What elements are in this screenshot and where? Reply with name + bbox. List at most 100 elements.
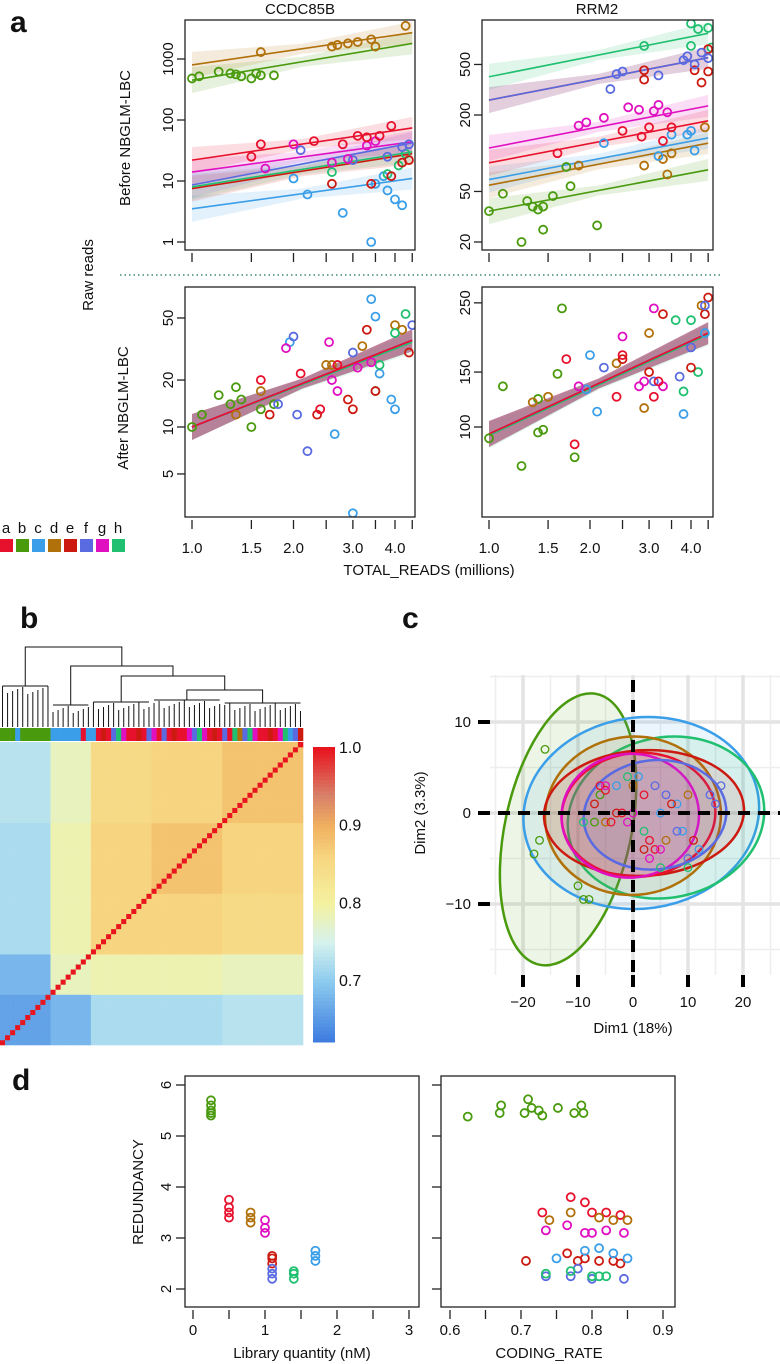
heatmap-cell xyxy=(70,787,77,793)
heatmap-cell xyxy=(141,782,147,788)
heatmap-cell xyxy=(65,933,71,940)
heatmap-cell xyxy=(227,928,233,935)
heatmap-cell xyxy=(186,1004,193,1010)
colorbar-step xyxy=(313,865,335,870)
heatmap-cell xyxy=(70,964,77,970)
heatmap-cell xyxy=(252,1024,258,1031)
heatmap-cell xyxy=(212,949,218,955)
heatmap-cell xyxy=(207,1024,213,1031)
heatmap-cell xyxy=(15,802,21,808)
heatmap-cell xyxy=(267,1004,273,1010)
heatmap-cell xyxy=(116,974,122,980)
heatmap-cell xyxy=(151,848,157,854)
heatmap-cell xyxy=(171,742,178,748)
heatmap-cell xyxy=(272,994,279,1000)
heatmap-cell xyxy=(272,984,279,990)
heatmap-cell xyxy=(156,974,162,980)
heatmap-cell xyxy=(40,792,46,798)
heatmap-cell xyxy=(30,923,36,930)
heatmap-cell xyxy=(191,822,198,829)
heatmap-cell xyxy=(131,979,137,985)
heatmap-cell xyxy=(35,822,41,829)
heatmap-cell xyxy=(262,843,268,849)
heatmap-cell xyxy=(191,868,198,874)
heatmap-cell xyxy=(267,949,273,955)
point-e xyxy=(521,1256,531,1266)
heatmap-cell xyxy=(30,817,36,824)
heatmap-cell xyxy=(227,822,233,829)
heatmap-cell xyxy=(161,994,167,1000)
heatmap-cell xyxy=(212,1014,218,1021)
heatmap-cell xyxy=(90,883,97,889)
heatmap-cell xyxy=(191,843,198,849)
heatmap-cell xyxy=(232,873,238,879)
colorbar-step xyxy=(313,842,335,848)
heatmap-cell xyxy=(176,807,183,813)
heatmap-cell xyxy=(15,999,21,1005)
heatmap-cell xyxy=(111,933,117,940)
heatmap-cell xyxy=(207,858,213,864)
heatmap-cell xyxy=(111,817,117,824)
heatmap-cell xyxy=(111,1004,117,1010)
heatmap-cell xyxy=(151,832,157,839)
heatmap-cell xyxy=(257,999,263,1005)
heatmap-cell xyxy=(136,979,142,985)
heatmap-cell xyxy=(10,782,16,788)
point-a xyxy=(224,1207,234,1218)
heatmap-cell xyxy=(247,933,253,940)
heatmap-cell xyxy=(282,949,289,955)
heatmap-cell xyxy=(45,1004,51,1010)
annotation-cell-d xyxy=(237,728,243,741)
heatmap-cell xyxy=(45,974,51,980)
heatmap-cell xyxy=(196,944,203,950)
heatmap-cell xyxy=(10,837,16,844)
point-c xyxy=(608,1248,619,1259)
heatmap-cell xyxy=(181,893,188,899)
heatmap-cell xyxy=(90,797,97,803)
heatmap-cell xyxy=(257,858,263,864)
heatmap-cell xyxy=(267,762,273,768)
heatmap-cell xyxy=(202,1029,208,1036)
heatmap-cell xyxy=(116,767,122,773)
heatmap-cell xyxy=(277,827,284,834)
heatmap-cell xyxy=(45,797,51,803)
heatmap-cell xyxy=(45,1009,51,1015)
heatmap-cell xyxy=(146,812,152,819)
heatmap-cell xyxy=(131,742,137,748)
heatmap-cell xyxy=(232,984,238,990)
heatmap-cell xyxy=(121,1014,127,1021)
point-f xyxy=(267,1268,278,1279)
heatmap-cell xyxy=(237,959,243,965)
heatmap-cell xyxy=(55,742,61,748)
heatmap-cell xyxy=(40,1029,46,1036)
y-tick-label: 500 xyxy=(457,52,474,77)
heatmap-cell xyxy=(50,923,56,930)
heatmap-cell xyxy=(101,974,107,980)
heatmap-cell xyxy=(292,822,299,829)
heatmap-cell xyxy=(156,949,162,955)
heatmap-cell xyxy=(267,747,273,753)
heatmap-cell xyxy=(151,883,157,889)
heatmap-cell xyxy=(277,772,284,778)
heatmap-cell xyxy=(116,837,122,844)
heatmap-cell xyxy=(121,1024,127,1031)
heatmap-cell xyxy=(45,1024,51,1031)
heatmap-cell xyxy=(136,974,142,980)
heatmap-cell xyxy=(10,1029,16,1036)
heatmap-cell xyxy=(101,752,107,758)
heatmap-cell xyxy=(141,913,147,920)
heatmap-cell xyxy=(20,1029,26,1036)
heatmap-cell xyxy=(35,923,41,930)
heatmap-cell xyxy=(30,999,36,1005)
heatmap-cell xyxy=(5,1019,11,1026)
heatmap-cell xyxy=(106,757,112,763)
heatmap-cell xyxy=(60,898,66,904)
heatmap-cell xyxy=(186,858,193,864)
point-d xyxy=(352,37,363,47)
heatmap-cell xyxy=(60,1004,66,1010)
heatmap-cell xyxy=(65,979,71,985)
heatmap-cell xyxy=(186,964,193,970)
heatmap-cell xyxy=(126,979,132,985)
heatmap-cell xyxy=(252,802,258,808)
